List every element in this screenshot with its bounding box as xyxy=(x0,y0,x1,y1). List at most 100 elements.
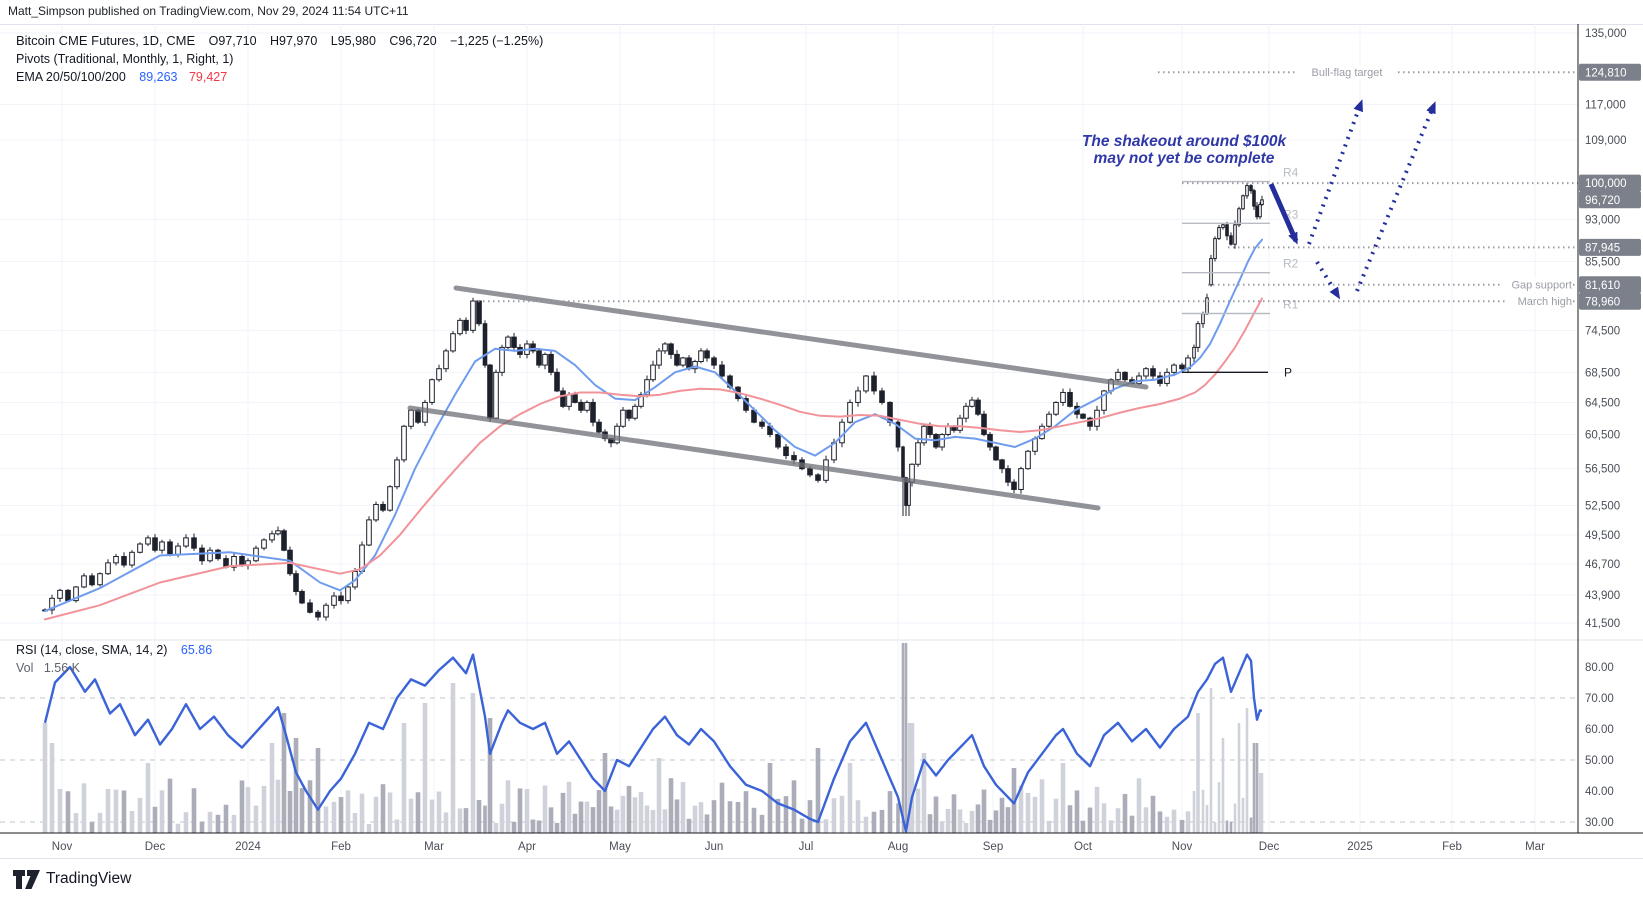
volume-bar xyxy=(253,805,259,833)
candle-body xyxy=(895,421,901,448)
volume-bar xyxy=(831,798,837,833)
rsi-tick-label: 50.00 xyxy=(1585,755,1614,767)
candle-body xyxy=(981,413,987,435)
candle-body xyxy=(863,375,869,392)
volume-label[interactable]: Vol xyxy=(16,661,34,675)
volume-bar xyxy=(65,791,71,833)
candle-body xyxy=(167,541,173,555)
candle-body xyxy=(536,350,542,366)
volume-bar xyxy=(656,758,662,833)
volume-bar xyxy=(915,788,921,833)
shakeout-annotation[interactable]: The shakeout around $100k may not yet be… xyxy=(1078,133,1290,167)
candle-body xyxy=(1249,185,1253,192)
volume-bar xyxy=(129,811,135,833)
candle-body xyxy=(711,357,717,366)
candle-body xyxy=(1260,199,1264,206)
candle-body xyxy=(387,486,393,511)
tradingview-logo-icon[interactable] xyxy=(13,869,41,891)
candle-body xyxy=(1143,368,1149,377)
channel-lines[interactable] xyxy=(407,285,1149,511)
dotted-projection-arrow[interactable] xyxy=(1315,260,1341,300)
drawn-rays[interactable]: Bull-flag target Gap support March high xyxy=(478,65,1578,309)
volume-bar xyxy=(775,798,781,833)
volume-bar xyxy=(887,791,893,833)
candle-body xyxy=(315,611,321,618)
price-scale[interactable]: 135,000 117,000 109,000 93,000 85,500 74,500 6… xyxy=(1578,24,1643,833)
candle-body xyxy=(1237,208,1241,226)
candle-body xyxy=(1225,224,1229,237)
candle-body xyxy=(704,350,710,359)
candle-body xyxy=(1217,227,1221,240)
volume-bar xyxy=(137,797,143,833)
candle-body xyxy=(530,343,536,352)
volume-bar xyxy=(572,813,578,833)
dotted-projection-arrow[interactable] xyxy=(1355,101,1436,292)
month-label: 2024 xyxy=(235,841,261,853)
pivot-label: R1 xyxy=(1283,298,1299,312)
candle-body xyxy=(668,343,674,355)
ray-label: March high xyxy=(1518,296,1572,308)
volume-bar xyxy=(1136,778,1142,833)
rsi-indicator-row[interactable]: RSI (14, close, SMA, 14, 2) 65.86 xyxy=(16,641,212,659)
time-scale[interactable]: Nov Dec 2024 Feb Mar Apr May Jun Jul Aug Sep Oct Nov… xyxy=(0,833,1643,858)
candle-body xyxy=(345,586,351,602)
candle-body xyxy=(338,595,344,602)
candlesticks[interactable] xyxy=(42,182,1264,621)
price-tick-label: 49,500 xyxy=(1585,530,1620,542)
volume-bar xyxy=(602,753,608,833)
month-label: Sep xyxy=(983,841,1003,853)
rsi-indicator-label[interactable]: RSI (14, close, SMA, 14, 2) xyxy=(16,643,168,657)
price-tick-label: 117,000 xyxy=(1585,100,1626,112)
legend-pivots-row[interactable]: Pivots (Traditional, Monthly, 1, Right, … xyxy=(16,50,543,68)
solid-down-arrow[interactable] xyxy=(1268,182,1299,245)
volume-indicator-row[interactable]: Vol 1.56 K xyxy=(16,659,212,677)
volume-bar xyxy=(542,785,548,833)
volume-bar xyxy=(345,790,351,833)
candle-body xyxy=(963,405,969,419)
candle-body xyxy=(1150,368,1156,377)
volume-bar xyxy=(450,683,456,833)
month-label: Apr xyxy=(518,841,536,853)
ema-indicator-label[interactable]: EMA 20/50/100/200 xyxy=(16,70,126,84)
dotted-projection-arrow[interactable] xyxy=(1307,99,1363,245)
volume-bar xyxy=(674,799,680,833)
volume-bar xyxy=(511,821,517,833)
month-label: 2025 xyxy=(1347,841,1373,853)
channel-trend-line[interactable] xyxy=(453,285,1149,390)
pivots-indicator-label[interactable]: Pivots (Traditional, Monthly, 1, Right, … xyxy=(16,52,234,66)
volume-bar xyxy=(1094,786,1100,833)
rsi-tick-label: 70.00 xyxy=(1585,693,1614,705)
volume-bar xyxy=(245,787,251,833)
candle-body xyxy=(662,343,668,352)
volume-bar xyxy=(89,822,95,833)
volume-bar xyxy=(429,799,435,833)
candle-body xyxy=(656,350,662,366)
candle-body xyxy=(1252,190,1256,207)
trend-arrows[interactable] xyxy=(1268,99,1436,300)
price-tick-label: 135,000 xyxy=(1585,28,1627,40)
rsi-scale[interactable]: 80.00 70.00 60.00 50.00 40.00 30.00 xyxy=(1585,662,1614,829)
candle-body xyxy=(443,350,449,370)
candle-body xyxy=(457,319,463,335)
volume-bar xyxy=(638,792,644,833)
candle-body xyxy=(408,409,414,427)
candle-body xyxy=(632,405,638,419)
volume-bar xyxy=(963,823,969,833)
tradingview-brand-text[interactable]: TradingView xyxy=(46,870,132,887)
symbol-title[interactable]: Bitcoin CME Futures, 1D, CME xyxy=(16,33,196,48)
ohlc-close: C96,720 xyxy=(389,34,437,48)
legend-ema-row[interactable]: EMA 20/50/100/200 89,263 79,427 xyxy=(16,68,543,86)
volume-bar xyxy=(1258,773,1262,833)
legend-symbol-row[interactable]: Bitcoin CME Futures, 1D, CME O97,710 H97… xyxy=(16,32,543,50)
volume-value: 1.56 K xyxy=(43,661,80,675)
channel-trend-line[interactable] xyxy=(407,405,1101,511)
volume-bar xyxy=(1080,820,1086,833)
volume-bar xyxy=(1039,779,1045,833)
candle-body xyxy=(275,530,281,535)
volume-bar xyxy=(1196,713,1200,833)
volume-bar xyxy=(1255,743,1259,833)
price-badge-label: 124,810 xyxy=(1585,67,1627,79)
price-badge-label: 81,610 xyxy=(1585,280,1620,292)
volume-bar xyxy=(933,796,939,833)
